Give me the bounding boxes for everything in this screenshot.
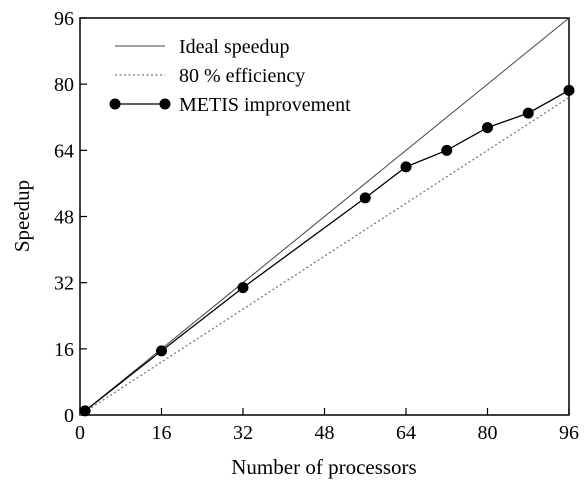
data-point [359, 192, 371, 204]
axis-ticks: 0 16 32 48 64 80 96 0 16 32 48 64 80 96 [54, 8, 579, 444]
y-tick-label: 0 [64, 405, 74, 427]
data-point [156, 345, 167, 357]
y-tick-label: 96 [54, 8, 74, 30]
data-point [441, 144, 453, 156]
series-line-3 [84, 89, 570, 412]
data-point [563, 84, 575, 96]
series-line-2 [79, 96, 570, 416]
legend-label: 80 % efficiency [179, 65, 305, 87]
data-point [482, 122, 493, 134]
y-tick-label: 48 [54, 207, 74, 229]
x-tick-label: 80 [478, 422, 498, 444]
y-tick-label: 16 [54, 339, 74, 361]
legend-label: METIS improvement [179, 94, 351, 116]
data-point [400, 161, 412, 173]
x-tick-label: 48 [315, 422, 335, 444]
legend-marker [109, 98, 121, 110]
data-point [79, 405, 91, 417]
x-axis-title: Number of processors [231, 455, 416, 479]
x-tick-label: 32 [233, 422, 253, 444]
x-tick-label: 64 [396, 422, 416, 444]
x-tick-label: 16 [152, 422, 172, 444]
legend: Ideal speedup 80 % efficiency METIS improv… [109, 36, 351, 116]
series-line-1 [79, 17, 570, 416]
legend-label: Ideal speedup [179, 36, 290, 58]
data-point [522, 107, 534, 119]
y-tick-label: 64 [54, 140, 74, 162]
x-tick-label: 0 [75, 422, 85, 444]
series-layer [79, 17, 575, 417]
legend-marker [159, 98, 171, 110]
y-axis-title: Speedup [10, 180, 34, 252]
y-tick-label: 32 [54, 273, 74, 295]
x-tick-label: 96 [559, 422, 579, 444]
data-point [237, 282, 249, 294]
y-tick-label: 80 [54, 74, 74, 96]
